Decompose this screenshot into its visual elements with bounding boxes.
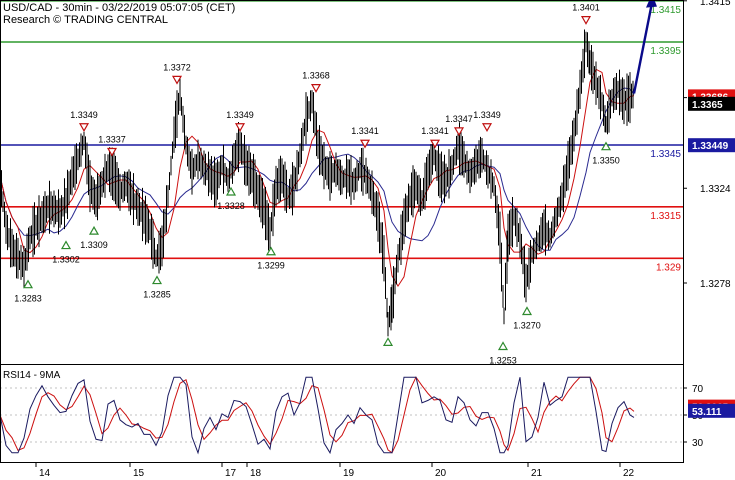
resistance-marker <box>234 123 246 132</box>
level-badge <box>688 138 735 153</box>
annotation-label: 1.3347 <box>445 114 473 124</box>
annotation-label: 1.3328 <box>217 201 245 211</box>
support-marker <box>600 141 612 151</box>
support-marker <box>521 306 533 316</box>
annotation-label: 1.3349 <box>226 110 254 120</box>
forecast-arrow-line <box>632 2 654 94</box>
rsi-badge <box>688 403 735 418</box>
date-tick-label: 14 <box>39 468 51 479</box>
resistance-marker <box>481 123 493 132</box>
rsi-tick-label: 30 <box>692 438 704 449</box>
level-label: 1.3345 <box>650 149 681 160</box>
rsi-title: RSI14 - 9MA <box>3 370 61 381</box>
date-tick-label: 17 <box>225 468 237 479</box>
ma-fast-line <box>0 68 635 288</box>
rsi-pane: RSI14 - 9MA <box>0 370 683 455</box>
price-tick-label: 1.3278 <box>700 279 731 290</box>
annotation-label: 1.3349 <box>473 110 501 120</box>
annotation-label: 1.3302 <box>52 255 80 265</box>
resistance-marker <box>429 139 441 149</box>
resistance-marker <box>78 123 90 132</box>
rsi-badge-label: 53.111 <box>692 407 722 418</box>
price-tick-label: 1.3415 <box>700 0 731 8</box>
rsi-ma-line <box>0 376 635 454</box>
price-badge <box>688 96 735 111</box>
level-label: 1.3315 <box>650 211 681 222</box>
rsi-tick-label: 70 <box>692 384 704 395</box>
date-tick-label: 20 <box>435 468 447 479</box>
price-tick-label: 1.3324 <box>700 184 731 195</box>
annotation-label: 1.3341 <box>421 126 449 136</box>
support-marker <box>22 279 34 289</box>
annotation-label: 1.3299 <box>257 261 285 271</box>
support-marker <box>60 240 72 250</box>
annotation-label: 1.3341 <box>351 126 379 136</box>
support-marker <box>88 225 100 235</box>
annotation-label: 1.3270 <box>513 320 541 330</box>
support-marker <box>151 275 163 285</box>
annotation-label: 1.3368 <box>302 71 330 81</box>
date-tick-label: 22 <box>623 468 635 479</box>
date-tick-label: 18 <box>250 468 262 479</box>
resistance-marker <box>310 84 322 93</box>
annotation-label: 1.3372 <box>163 62 191 72</box>
support-marker <box>382 337 394 346</box>
chart-title: USD/CAD - 30min - 03/22/2019 05:07:05 (C… <box>3 2 236 14</box>
annotation-label: 1.3253 <box>489 355 517 365</box>
annotation-label: 1.3401 <box>572 3 600 13</box>
resistance-marker <box>106 147 118 157</box>
support-marker <box>265 246 277 256</box>
support-marker <box>225 186 237 196</box>
support-marker <box>497 341 509 351</box>
date-tick-label: 19 <box>343 468 355 479</box>
level-badge-label: 1.33449 <box>692 141 729 152</box>
copyright-label: Research © TRADING CENTRAL <box>3 14 168 26</box>
annotation-label: 1.3349 <box>70 110 98 120</box>
annotation-label: 1.3309 <box>80 240 108 250</box>
price-pane: 1.3415 1.3395 1.3345 1.3315 1.329 1.3283 1.330… <box>0 0 683 365</box>
annotation-label: 1.3350 <box>592 156 620 166</box>
level-label: 1.3395 <box>650 46 681 57</box>
date-tick-label: 21 <box>531 468 543 479</box>
resistance-marker <box>453 127 465 137</box>
annotation-label: 1.3283 <box>14 294 42 304</box>
forecast-arrow-head <box>646 0 657 8</box>
resistance-marker <box>171 75 183 85</box>
level-label: 1.329 <box>656 262 681 273</box>
resistance-marker <box>359 139 371 149</box>
level-label: 1.3415 <box>650 5 681 16</box>
annotation-label: 1.3337 <box>98 134 126 144</box>
annotation-label: 1.3285 <box>143 290 171 300</box>
date-tick-label: 15 <box>133 468 145 479</box>
resistance-marker <box>580 16 592 25</box>
rsi-line <box>0 376 635 455</box>
price-badge-label: 1.3365 <box>692 100 723 111</box>
